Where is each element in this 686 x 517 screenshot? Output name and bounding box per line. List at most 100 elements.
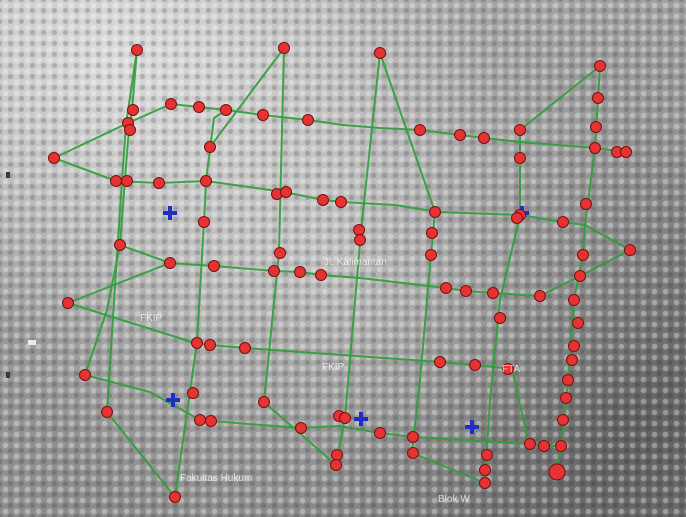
circle-node-icon[interactable] — [538, 440, 550, 452]
circle-node-icon[interactable] — [124, 124, 136, 136]
circle-node-icon[interactable] — [278, 42, 290, 54]
circle-node-icon[interactable] — [426, 227, 438, 239]
circle-node-icon[interactable] — [514, 124, 526, 136]
circle-node-icon[interactable] — [353, 224, 365, 236]
circle-node-icon[interactable] — [481, 449, 493, 461]
road-segment — [53, 103, 626, 159]
circle-node-icon[interactable] — [191, 337, 203, 349]
circle-node-icon[interactable] — [479, 464, 491, 476]
circle-node-icon[interactable] — [187, 387, 199, 399]
circle-node-icon[interactable] — [239, 342, 251, 354]
circle-node-icon[interactable] — [204, 141, 216, 153]
circle-node-icon[interactable] — [566, 354, 578, 366]
circle-node-icon[interactable] — [440, 282, 452, 294]
circle-node-icon[interactable] — [469, 359, 481, 371]
circle-node-icon[interactable] — [574, 270, 586, 282]
circle-node-icon[interactable] — [280, 186, 292, 198]
circle-node-icon[interactable] — [454, 129, 466, 141]
circle-node-icon[interactable] — [429, 206, 441, 218]
circle-node-icon[interactable] — [494, 312, 506, 324]
circle-node-icon[interactable] — [127, 104, 139, 116]
circle-node-icon[interactable] — [257, 109, 269, 121]
circle-node-icon[interactable] — [101, 406, 113, 418]
circle-node-icon[interactable] — [131, 44, 143, 56]
circle-node-icon[interactable] — [205, 415, 217, 427]
circle-node-icon[interactable] — [198, 216, 210, 228]
road-segment — [411, 452, 486, 484]
circle-node-icon[interactable] — [555, 440, 567, 452]
road-segment — [484, 65, 601, 484]
circle-node-icon[interactable] — [331, 449, 343, 461]
circle-node-icon[interactable] — [374, 427, 386, 439]
circle-node-icon[interactable] — [589, 142, 601, 154]
circle-node-icon[interactable] — [200, 175, 212, 187]
circle-node-icon[interactable] — [568, 294, 580, 306]
circle-node-icon[interactable] — [220, 104, 232, 116]
circle-node-icon[interactable] — [557, 414, 569, 426]
circle-node-icon[interactable] — [524, 438, 536, 450]
map-label-building-c: FTA — [502, 364, 521, 375]
circle-node-icon[interactable] — [339, 412, 351, 424]
circle-node-icon[interactable] — [114, 239, 126, 251]
circle-node-icon[interactable] — [268, 265, 280, 277]
circle-node-icon[interactable] — [557, 216, 569, 228]
circle-node-icon[interactable] — [164, 257, 176, 269]
circle-node-icon[interactable] — [153, 177, 165, 189]
circle-node-icon[interactable] — [414, 124, 426, 136]
circle-node-icon[interactable] — [165, 98, 177, 110]
circle-node-icon[interactable] — [407, 447, 419, 459]
circle-node-icon[interactable] — [502, 363, 514, 375]
circle-node-icon[interactable] — [62, 297, 74, 309]
circle-node-icon[interactable] — [572, 317, 584, 329]
circle-node-icon[interactable] — [560, 392, 572, 404]
circle-node-icon[interactable] — [193, 101, 205, 113]
circle-node-icon[interactable] — [534, 290, 546, 302]
circle-node-icon[interactable] — [110, 175, 122, 187]
circle-node-icon[interactable] — [594, 60, 606, 72]
circle-node-icon[interactable] — [407, 431, 419, 443]
plus-marker-icon[interactable] — [354, 412, 368, 426]
circle-node-icon[interactable] — [194, 414, 206, 426]
map-label-building-b: FKIP — [322, 362, 345, 373]
circle-node-icon[interactable] — [479, 477, 491, 489]
plus-marker-icon[interactable] — [163, 206, 177, 220]
circle-node-icon[interactable] — [374, 47, 386, 59]
circle-node-icon[interactable] — [274, 247, 286, 259]
circle-node-icon[interactable] — [590, 121, 602, 133]
circle-node-icon[interactable] — [204, 339, 216, 351]
circle-node-icon[interactable] — [425, 249, 437, 261]
road-segment — [106, 411, 176, 498]
circle-node-icon[interactable] — [562, 374, 574, 386]
circle-node-icon[interactable] — [79, 369, 91, 381]
circle-node-icon[interactable] — [294, 266, 306, 278]
circle-node-icon[interactable] — [330, 459, 342, 471]
circle-node-icon[interactable] — [487, 287, 499, 299]
circle-node-icon[interactable] — [295, 422, 307, 434]
circle-node-icon[interactable] — [121, 175, 133, 187]
road-segment — [584, 224, 631, 251]
circle-node-icon[interactable] — [568, 340, 580, 352]
circle-node-icon[interactable] — [624, 244, 636, 256]
circle-node-icon[interactable] — [258, 396, 270, 408]
circle-node-icon[interactable] — [208, 260, 220, 272]
circle-node-icon[interactable] — [317, 194, 329, 206]
circle-node-icon[interactable] — [577, 249, 589, 261]
circle-node-icon[interactable] — [592, 92, 604, 104]
circle-node-icon[interactable] — [460, 285, 472, 297]
circle-node-icon[interactable] — [548, 463, 566, 481]
circle-node-icon[interactable] — [302, 114, 314, 126]
plus-marker-icon[interactable] — [465, 420, 479, 434]
circle-node-icon[interactable] — [48, 152, 60, 164]
circle-node-icon[interactable] — [511, 212, 523, 224]
circle-node-icon[interactable] — [315, 269, 327, 281]
circle-node-icon[interactable] — [514, 152, 526, 164]
plus-marker-icon[interactable] — [166, 393, 180, 407]
circle-node-icon[interactable] — [478, 132, 490, 144]
circle-node-icon[interactable] — [620, 146, 632, 158]
circle-node-icon[interactable] — [354, 234, 366, 246]
circle-node-icon[interactable] — [580, 198, 592, 210]
circle-node-icon[interactable] — [169, 491, 181, 503]
circle-node-icon[interactable] — [335, 196, 347, 208]
circle-node-icon[interactable] — [434, 356, 446, 368]
